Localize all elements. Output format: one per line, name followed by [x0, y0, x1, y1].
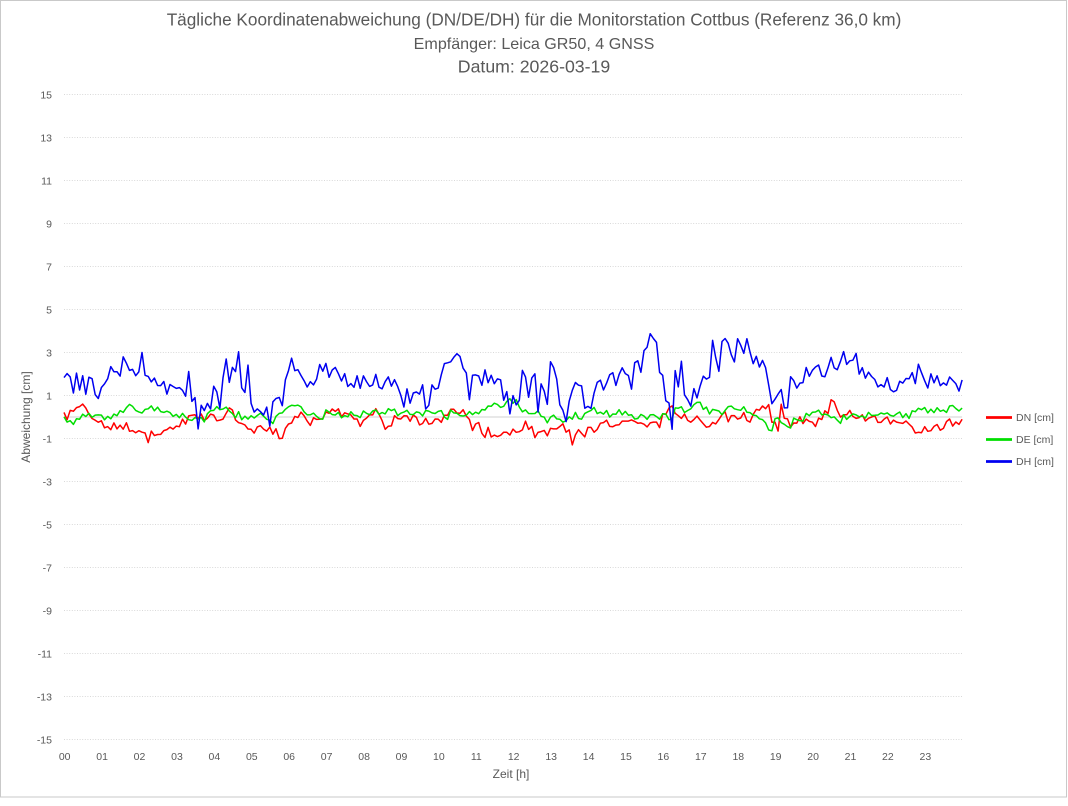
svg-text:Zeit [h]: Zeit [h] — [493, 767, 530, 781]
svg-text:14: 14 — [583, 751, 595, 763]
svg-text:Datum: 2026-03-19: Datum: 2026-03-19 — [458, 57, 610, 77]
svg-text:07: 07 — [321, 751, 333, 763]
svg-text:Abweichung [cm]: Abweichung [cm] — [19, 371, 33, 462]
svg-text:3: 3 — [46, 348, 52, 360]
svg-text:18: 18 — [732, 751, 744, 763]
svg-text:15: 15 — [620, 751, 632, 763]
svg-text:06: 06 — [283, 751, 295, 763]
svg-text:11: 11 — [471, 751, 482, 763]
svg-text:-5: -5 — [43, 520, 52, 532]
svg-text:19: 19 — [770, 751, 782, 763]
svg-text:01: 01 — [96, 751, 108, 763]
svg-text:-15: -15 — [37, 735, 52, 747]
svg-text:-3: -3 — [43, 477, 52, 489]
svg-text:Tägliche Koordinatenabweichung: Tägliche Koordinatenabweichung (DN/DE/DH… — [167, 10, 902, 30]
svg-text:13: 13 — [545, 751, 557, 763]
svg-text:-9: -9 — [43, 606, 52, 618]
svg-text:DN [cm]: DN [cm] — [1016, 412, 1054, 424]
svg-text:11: 11 — [41, 176, 52, 188]
svg-text:03: 03 — [171, 751, 183, 763]
svg-text:-11: -11 — [38, 649, 53, 661]
svg-text:-1: -1 — [43, 434, 52, 446]
svg-text:21: 21 — [845, 751, 857, 763]
svg-text:5: 5 — [46, 305, 52, 317]
svg-text:09: 09 — [396, 751, 408, 763]
svg-text:-13: -13 — [37, 692, 52, 704]
svg-text:23: 23 — [920, 751, 932, 763]
svg-text:05: 05 — [246, 751, 258, 763]
svg-text:DH [cm]: DH [cm] — [1016, 456, 1054, 468]
svg-text:04: 04 — [209, 751, 221, 763]
svg-text:Empfänger: Leica GR50, 4 GNSS: Empfänger: Leica GR50, 4 GNSS — [414, 35, 655, 53]
svg-text:20: 20 — [807, 751, 819, 763]
svg-text:16: 16 — [658, 751, 670, 763]
svg-text:00: 00 — [59, 751, 71, 763]
svg-text:7: 7 — [46, 262, 52, 274]
svg-text:22: 22 — [882, 751, 894, 763]
svg-text:15: 15 — [40, 90, 52, 102]
svg-text:17: 17 — [695, 751, 707, 763]
svg-text:13: 13 — [40, 133, 52, 145]
svg-text:-7: -7 — [43, 563, 52, 575]
svg-text:DE [cm]: DE [cm] — [1016, 434, 1053, 446]
svg-text:08: 08 — [358, 751, 370, 763]
svg-text:1: 1 — [46, 391, 52, 403]
svg-text:10: 10 — [433, 751, 445, 763]
svg-text:02: 02 — [134, 751, 146, 763]
svg-text:12: 12 — [508, 751, 520, 763]
svg-text:9: 9 — [46, 219, 52, 231]
